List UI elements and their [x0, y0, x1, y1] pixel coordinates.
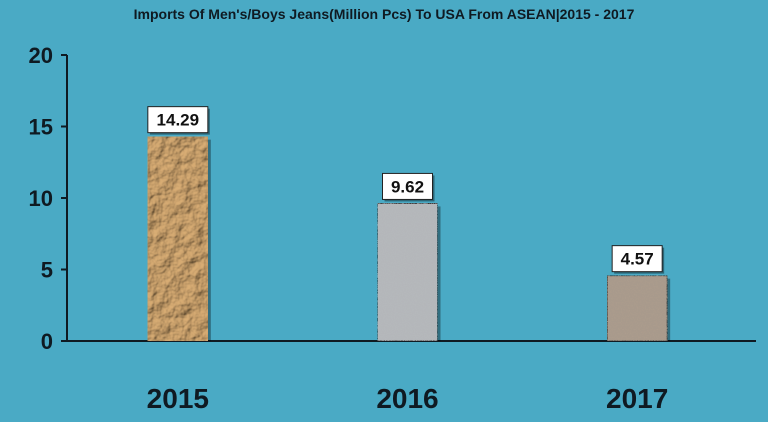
data-label-box	[611, 245, 663, 273]
y-tick-label: 20	[29, 43, 53, 68]
x-tick-label: 2016	[376, 383, 438, 414]
y-tick-label: 10	[29, 186, 53, 211]
chart-title: Imports Of Men's/Boys Jeans(Million Pcs)…	[133, 6, 635, 22]
bar-2016	[377, 202, 438, 342]
y-tick-label: 5	[41, 258, 53, 283]
y-tick-label: 0	[41, 329, 53, 354]
x-tick-label: 2017	[606, 383, 668, 414]
x-tick-label: 2015	[147, 383, 209, 414]
bar-2015	[147, 136, 209, 342]
data-label: 9.62	[391, 177, 424, 196]
data-label: 4.57	[621, 250, 654, 269]
data-label-box	[147, 106, 209, 134]
y-tick-label: 15	[29, 115, 53, 140]
bar-2017	[606, 275, 668, 342]
data-label-box	[382, 172, 433, 200]
data-label: 14.29	[157, 111, 200, 130]
